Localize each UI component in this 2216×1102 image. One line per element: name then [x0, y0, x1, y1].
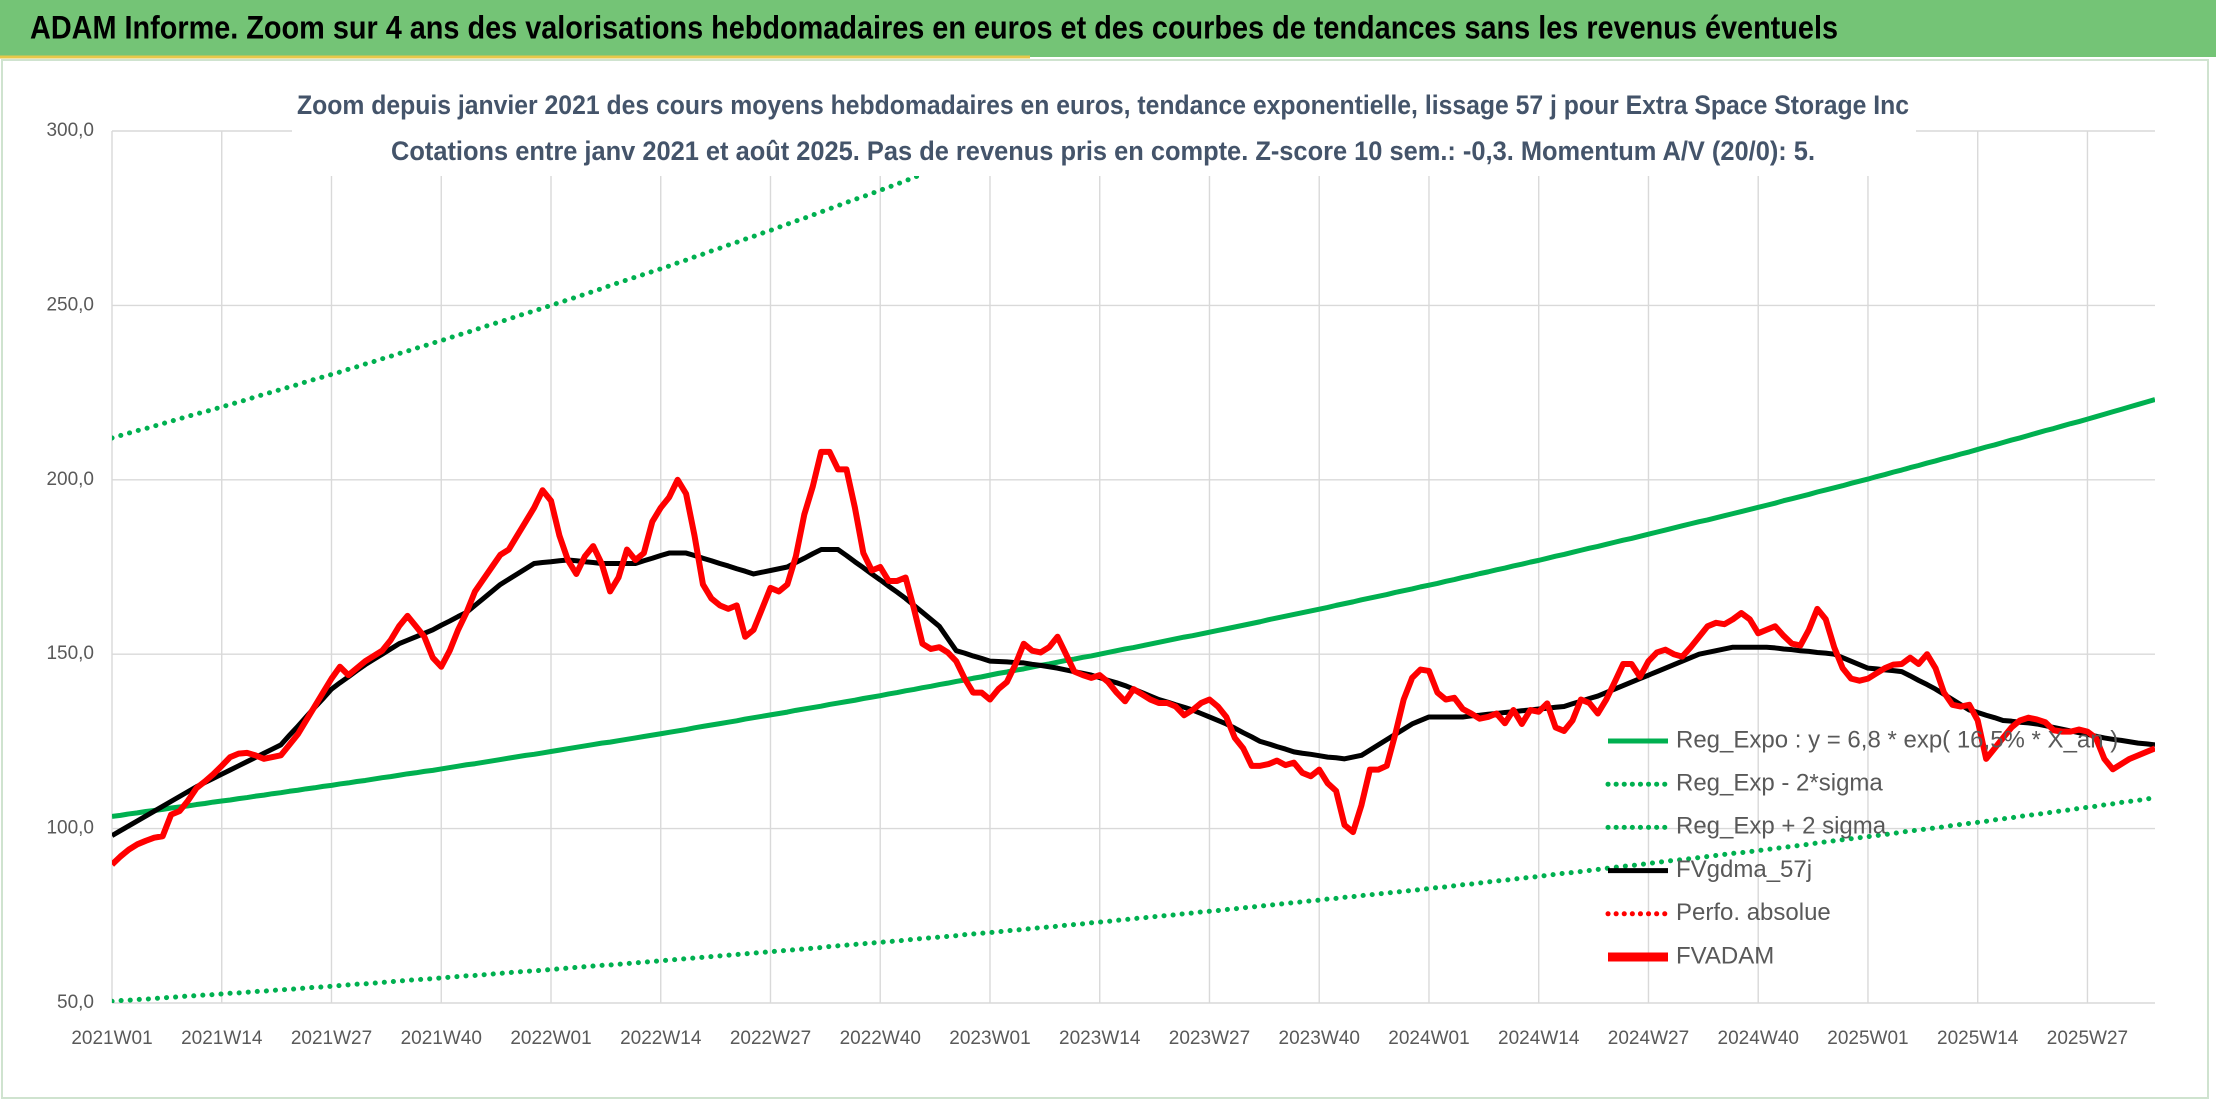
- x-tick-label: 2025W14: [1937, 1028, 2019, 1049]
- y-tick-label: 100,0: [46, 818, 94, 839]
- legend-label: Perfo. absolue: [1676, 899, 1831, 926]
- chart-subtitle: Cotations entre janv 2021 et août 2025. …: [391, 136, 1815, 166]
- x-tick-label: 2022W01: [510, 1028, 591, 1049]
- legend-label: Reg_Expo : y = 6,8 * exp( 16,5% * X_an ): [1676, 726, 2118, 753]
- plot-area: 50,0 100,0 150,0 200,0 250,0 300,0 2021W01 2021…: [46, 120, 2155, 1049]
- x-tick-label: 2022W27: [730, 1028, 811, 1049]
- y-tick-label: 200,0: [46, 469, 94, 490]
- x-tick-label: 2023W27: [1169, 1028, 1250, 1049]
- x-tick-label: 2021W27: [291, 1028, 372, 1049]
- x-tick-label: 2024W01: [1388, 1028, 1469, 1049]
- title-background: [292, 84, 1916, 176]
- y-tick-label: 300,0: [46, 120, 94, 141]
- series-line: [112, 131, 1043, 441]
- legend-label: Reg_Exp - 2*sigma: [1676, 770, 1883, 797]
- x-tick-label: 2025W01: [1827, 1028, 1908, 1049]
- x-tick-label: 2024W40: [1718, 1028, 1799, 1049]
- x-tick-label: 2022W40: [840, 1028, 921, 1049]
- y-tick-label: 250,0: [46, 294, 94, 315]
- chart-title: Zoom depuis janvier 2021 des cours moyen…: [297, 90, 1909, 120]
- x-tick-label: 2024W27: [1608, 1028, 1689, 1049]
- x-tick-label: 2021W40: [401, 1028, 482, 1049]
- x-tick-label: 2021W01: [71, 1028, 152, 1049]
- x-tick-label: 2023W01: [949, 1028, 1030, 1049]
- header-bar: [0, 0, 2216, 57]
- y-tick-label: 150,0: [46, 643, 94, 664]
- series-line: [112, 795, 2155, 1003]
- x-tick-label: 2021W14: [181, 1028, 263, 1049]
- x-tick-label: 2023W14: [1059, 1028, 1141, 1049]
- x-tick-label: 2024W14: [1498, 1028, 1580, 1049]
- series-lines: [112, 131, 2155, 1003]
- x-tick-label: 2025W27: [2047, 1028, 2128, 1049]
- header-title: ADAM Informe. Zoom sur 4 ans des valoris…: [30, 9, 1838, 45]
- series-line: [112, 448, 2155, 867]
- legend-label: Reg_Exp + 2 sigma: [1676, 813, 1887, 840]
- legend-label: FVADAM: [1676, 942, 1774, 969]
- series-line: [112, 397, 2155, 819]
- x-tick-label: 2022W14: [620, 1028, 702, 1049]
- chart-frame: [1, 59, 2209, 1099]
- legend-label: FVgdma_57j: [1676, 856, 1812, 883]
- y-tick-label: 50,0: [57, 992, 94, 1013]
- x-tick-label: 2023W40: [1279, 1028, 1360, 1049]
- legend: Reg_Expo : y = 6,8 * exp( 16,5% * X_an )…: [1605, 726, 2118, 969]
